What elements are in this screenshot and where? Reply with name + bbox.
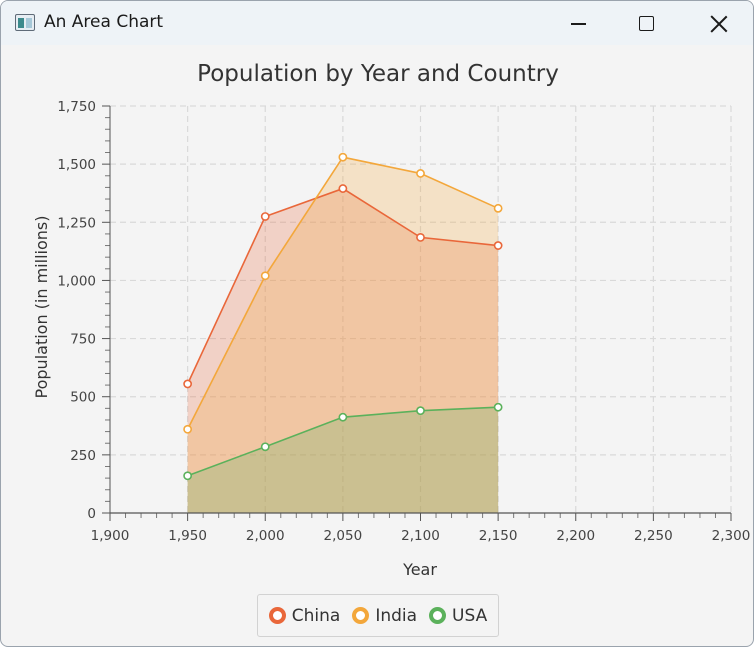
y-tick-label: 750 bbox=[70, 332, 96, 348]
close-button[interactable] bbox=[695, 5, 741, 41]
x-tick-label: 2,050 bbox=[324, 528, 363, 544]
legend-item-india: India bbox=[352, 606, 417, 626]
data-point-usa bbox=[260, 442, 270, 452]
x-tick-label: 2,000 bbox=[246, 528, 285, 544]
data-point-china bbox=[260, 212, 270, 221]
data-point-usa bbox=[338, 412, 348, 422]
legend-item-china: China bbox=[268, 605, 341, 626]
chart-legend: China India USA bbox=[257, 594, 499, 637]
data-point-usa bbox=[416, 406, 425, 416]
x-axis-label: Year bbox=[402, 560, 437, 579]
axes bbox=[102, 105, 732, 521]
minimize-button[interactable] bbox=[555, 5, 601, 41]
data-point-usa bbox=[493, 402, 503, 412]
legend-marker-china bbox=[268, 607, 286, 624]
legend-label-india: India bbox=[375, 605, 418, 626]
y-tick-label: 0 bbox=[87, 506, 96, 522]
x-tick-label: 2,150 bbox=[479, 528, 518, 544]
data-point-india bbox=[338, 152, 348, 162]
data-point-india bbox=[493, 203, 503, 213]
y-tick-label: 1,250 bbox=[57, 215, 96, 231]
maximize-icon bbox=[639, 16, 654, 31]
data-point-china bbox=[183, 379, 193, 389]
series-points bbox=[183, 152, 503, 481]
x-tick-labels: 1,900 1,950 2,000 2,050 2,100 2,150 2,200 2,250… bbox=[91, 528, 751, 544]
series-areas bbox=[187, 157, 499, 513]
y-axis-label: Population (in millions) bbox=[32, 216, 51, 399]
data-point-usa bbox=[183, 471, 193, 481]
legend-label-usa: USA bbox=[452, 605, 488, 626]
title-bar[interactable]: An Area Chart bbox=[1, 1, 753, 45]
area-fill-usa bbox=[187, 407, 499, 513]
x-tick-label: 2,200 bbox=[556, 528, 595, 544]
x-tick-label: 1,900 bbox=[91, 528, 130, 544]
minimize-icon bbox=[571, 23, 586, 25]
area-fill-china bbox=[187, 188, 499, 513]
area-fill-india bbox=[187, 157, 499, 513]
maximize-button[interactable] bbox=[624, 5, 670, 41]
x-tick-label: 2,100 bbox=[401, 528, 440, 544]
y-tick-label: 1,750 bbox=[57, 99, 96, 115]
x-tick-label: 1,950 bbox=[168, 528, 207, 544]
y-tick-labels: 0 250 500 750 1,000 1,250 1,500 1,750 bbox=[57, 99, 96, 522]
data-point-india bbox=[416, 169, 425, 178]
legend-marker-usa bbox=[429, 607, 447, 624]
window-title: An Area Chart bbox=[44, 12, 164, 32]
chart-app-icon bbox=[15, 14, 35, 31]
y-tick-label: 1,000 bbox=[57, 273, 96, 289]
data-point-india bbox=[260, 271, 270, 281]
close-icon bbox=[709, 14, 728, 33]
x-tick-label: 2,250 bbox=[634, 528, 673, 544]
x-tick-label: 2,300 bbox=[712, 528, 751, 544]
y-tick-label: 500 bbox=[70, 390, 96, 406]
area-chart: Population by Year and Country 1,900 1,95… bbox=[32, 61, 751, 579]
data-point-china bbox=[493, 241, 503, 250]
data-point-china bbox=[416, 233, 425, 242]
y-tick-label: 1,500 bbox=[57, 157, 96, 173]
legend-marker-india bbox=[352, 607, 370, 624]
grid-lines bbox=[110, 105, 732, 513]
legend-item-usa: USA bbox=[429, 606, 487, 626]
data-point-india bbox=[183, 424, 193, 434]
chart-title: Population by Year and Country bbox=[197, 61, 559, 87]
y-tick-label: 250 bbox=[70, 448, 96, 464]
data-point-china bbox=[338, 184, 348, 193]
legend-label-china: China bbox=[291, 605, 341, 626]
